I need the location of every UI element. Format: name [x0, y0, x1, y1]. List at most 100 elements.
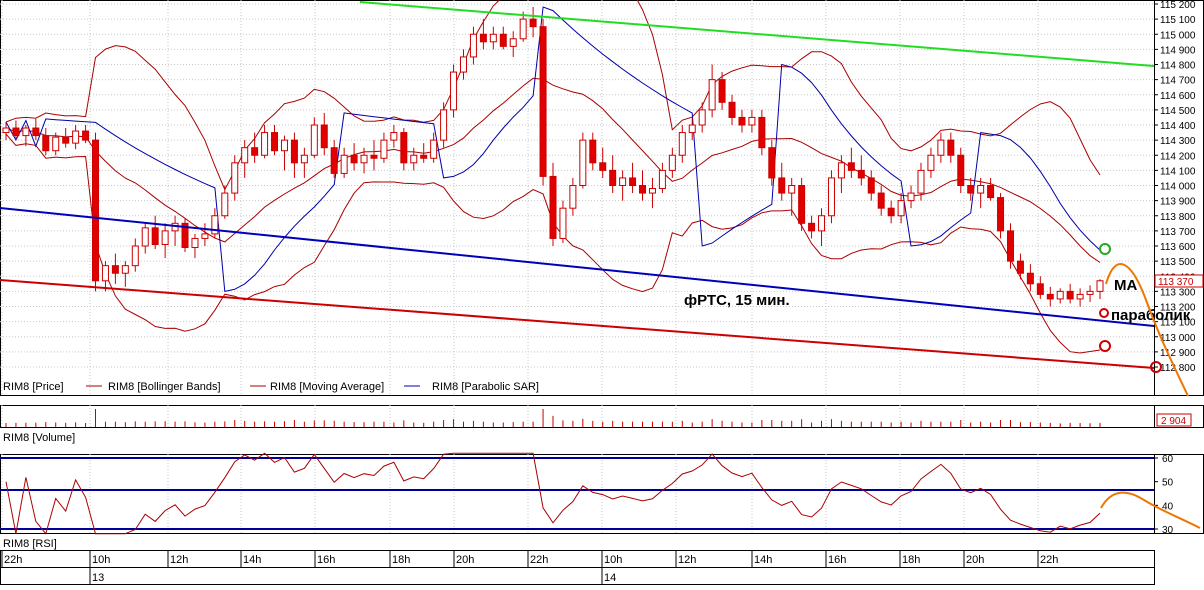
candle [549, 175, 557, 239]
rsi-line [5, 452, 1101, 535]
price-tick-label: 113 800 [1160, 212, 1196, 223]
candle [589, 139, 597, 164]
volume-panel[interactable] [0, 405, 1155, 428]
price-tick-label: 113 900 [1160, 197, 1196, 208]
price-tick-label: 113 500 [1160, 257, 1196, 268]
candle [290, 139, 298, 164]
time-tick-label: 20h [966, 554, 984, 566]
current-price-label: 113 370 [1158, 277, 1194, 288]
candle [768, 147, 776, 179]
candle [231, 162, 239, 194]
candle [619, 177, 627, 186]
forecast-curve-rsi [1100, 491, 1201, 529]
candle [808, 222, 816, 232]
candle [509, 38, 517, 47]
candle [241, 147, 249, 164]
price-tick-label: 115 000 [1160, 30, 1196, 41]
candle [400, 132, 408, 164]
candle [271, 132, 279, 152]
candle [330, 147, 338, 174]
time-tick-label: 10h [604, 554, 622, 566]
candle [410, 154, 418, 164]
candle [818, 215, 826, 232]
bollinger-upper-line [5, 0, 1101, 191]
candle [867, 177, 875, 194]
legend-moving-average: RIM8 [Moving Average] [270, 381, 384, 393]
candle [629, 177, 637, 186]
price-tick-label: 113 300 [1160, 287, 1196, 298]
candle [111, 265, 119, 274]
candle [221, 192, 229, 217]
trendline-green [359, 1, 1155, 67]
candle [380, 139, 388, 159]
candle [350, 154, 358, 164]
candle [42, 135, 50, 152]
time-tick-label: 16h [317, 554, 335, 566]
candle [261, 132, 269, 156]
candle [370, 154, 378, 159]
candle [967, 185, 975, 194]
price-tick-label: 113 600 [1160, 242, 1196, 253]
candle [450, 71, 458, 111]
candle [181, 222, 189, 249]
price-tick-label: 113 000 [1160, 333, 1196, 344]
candle [798, 185, 806, 224]
trendline-blue [0, 207, 1155, 327]
candle [529, 18, 537, 28]
candle [927, 154, 935, 171]
time-tick-label: 12h [170, 554, 188, 566]
candle [2, 127, 10, 134]
candle [92, 139, 100, 282]
rsi-tick-label: 30 [1162, 525, 1174, 536]
price-tick-label: 112 800 [1160, 363, 1196, 374]
candle [877, 192, 885, 209]
candle [758, 116, 766, 149]
candle [678, 132, 686, 156]
candle [519, 18, 527, 40]
legend-rsi: RIM8 [RSI] [3, 538, 57, 550]
candle [748, 116, 756, 126]
candle [1046, 293, 1054, 300]
candle [579, 139, 587, 186]
legend-bollinger: RIM8 [Bollinger Bands] [108, 381, 221, 393]
candle [211, 215, 219, 235]
candle [1066, 290, 1074, 300]
candle [131, 245, 139, 267]
candle [1076, 293, 1084, 300]
candle [1096, 280, 1104, 292]
candle [479, 33, 487, 43]
candle [62, 136, 70, 144]
candle [499, 33, 507, 47]
time-tick-label: 14h [754, 554, 772, 566]
legend-price: RIM8 [Price] [3, 381, 64, 393]
candle [310, 124, 318, 156]
price-tick-label: 114 300 [1160, 136, 1196, 147]
candle [101, 265, 109, 282]
forecast-curve-price [1105, 263, 1189, 397]
current-volume-label: 2 904 [1161, 416, 1186, 427]
candle [1006, 230, 1014, 262]
candle [847, 162, 855, 171]
candle [340, 154, 348, 174]
candle [82, 130, 90, 141]
annotation-ma: МА [1114, 277, 1137, 294]
legend-parabolic-sar: RIM8 [Parabolic SAR] [432, 381, 539, 393]
candle [977, 185, 985, 194]
candle [728, 101, 736, 118]
date-label: 14 [604, 572, 616, 584]
chart-annotation-title: фРТС, 15 мин. [684, 292, 790, 309]
candle [1026, 272, 1034, 285]
candle [648, 188, 656, 194]
candle [778, 177, 786, 194]
time-tick-label: 22h [1040, 554, 1058, 566]
candle [151, 227, 159, 245]
price-tick-label: 113 200 [1160, 303, 1196, 314]
candle [320, 124, 328, 149]
candle [360, 154, 368, 164]
price-tick-label: 114 900 [1160, 45, 1196, 56]
time-tick-label: 18h [392, 554, 410, 566]
candle [559, 207, 567, 239]
current-price-box [1154, 274, 1204, 288]
candle [887, 207, 895, 217]
